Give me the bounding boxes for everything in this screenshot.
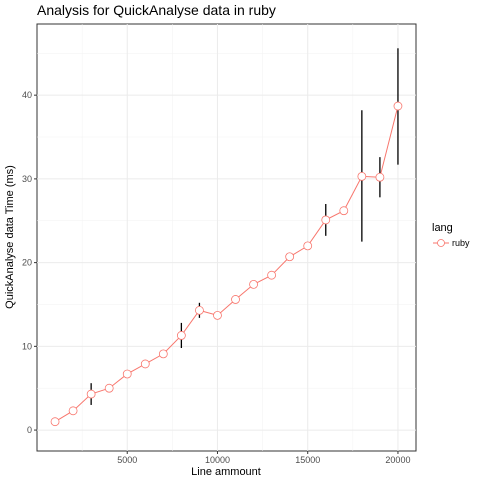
data-point <box>68 406 78 416</box>
data-point <box>195 305 204 315</box>
x-tick-label: 10000 <box>205 455 230 465</box>
x-tick-label: 20000 <box>385 455 410 465</box>
legend-key-marker <box>437 239 445 247</box>
data-point <box>176 331 186 340</box>
legend-title: lang <box>432 222 453 234</box>
y-tick-label: 30 <box>22 174 32 184</box>
data-point <box>339 206 349 216</box>
data-point <box>158 349 168 359</box>
data-point <box>140 359 150 369</box>
data-point <box>50 417 60 427</box>
x-axis-ticks: 5000 10000 15000 20000 <box>117 451 410 465</box>
chart-title: Analysis for QuickAnalyse data in ruby <box>37 2 276 18</box>
data-point <box>375 172 385 182</box>
data-point <box>303 241 313 251</box>
data-point <box>285 252 295 262</box>
x-tick-label: 15000 <box>295 455 320 465</box>
data-point <box>393 101 403 111</box>
y-axis-ticks: 0 10 20 30 40 <box>22 90 37 435</box>
data-point <box>249 279 258 289</box>
data-point <box>357 171 367 181</box>
legend: lang ruby <box>432 222 470 248</box>
y-axis-title: QuickAnalyse data Time (ms) <box>4 165 16 309</box>
plot-panel <box>36 23 417 452</box>
data-point <box>267 270 277 280</box>
series-points <box>50 101 403 427</box>
data-point <box>231 295 240 304</box>
data-point <box>321 215 331 225</box>
data-point <box>86 389 96 399</box>
data-point <box>104 383 114 393</box>
data-point <box>213 310 222 320</box>
y-tick-label: 20 <box>22 258 32 268</box>
x-axis-title: Line ammount <box>191 466 261 478</box>
y-tick-label: 40 <box>22 90 32 100</box>
y-tick-label: 0 <box>27 425 32 435</box>
y-tick-label: 10 <box>22 341 32 351</box>
grid <box>37 24 416 451</box>
legend-label-ruby: ruby <box>452 238 470 248</box>
data-point <box>122 369 132 379</box>
x-tick-label: 5000 <box>117 455 137 465</box>
